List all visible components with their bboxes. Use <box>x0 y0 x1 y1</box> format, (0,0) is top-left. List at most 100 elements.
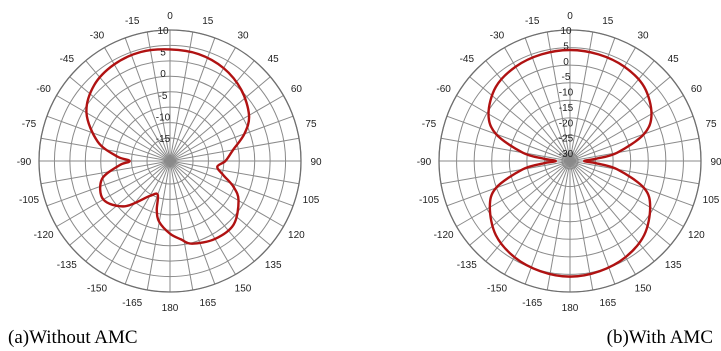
grid-spoke <box>169 160 271 246</box>
grid-spoke <box>56 95 171 162</box>
angle-tick-label: -45 <box>460 54 475 65</box>
grid-spoke <box>569 160 694 207</box>
grid-spoke <box>569 160 616 285</box>
angle-tick-label: 105 <box>303 195 320 206</box>
angle-tick-label: -60 <box>436 84 451 95</box>
grid-spoke <box>124 160 171 285</box>
angle-tick-label: -120 <box>34 230 54 241</box>
radial-tick-label: -5 <box>159 91 168 102</box>
grid-spoke <box>524 160 571 285</box>
outer-ring <box>438 29 702 293</box>
grid-spoke <box>46 115 171 162</box>
angle-tick-label: -90 <box>17 157 32 168</box>
angle-tick-label: 135 <box>665 260 682 271</box>
angle-tick-label: 150 <box>235 283 252 294</box>
grid-spoke <box>469 160 571 246</box>
angle-tick-label: 15 <box>202 16 214 27</box>
grid-spoke <box>569 76 671 162</box>
angle-tick-label: 75 <box>305 119 317 130</box>
angle-tick-label: 150 <box>635 283 652 294</box>
grid-spoke <box>569 160 594 291</box>
grid-spoke <box>146 31 171 162</box>
grid-spoke <box>569 95 684 162</box>
angle-tick-label: 30 <box>237 31 249 42</box>
grid-spoke <box>569 31 594 162</box>
grid-spoke <box>169 160 194 291</box>
angle-tick-label: -135 <box>457 260 477 271</box>
angle-tick-label: -60 <box>36 84 51 95</box>
grid-spoke <box>169 76 271 162</box>
radiation-pattern-line <box>487 48 653 278</box>
grid-spoke <box>169 47 236 162</box>
grid-spoke <box>504 160 571 275</box>
grid-spoke <box>440 137 571 162</box>
angle-tick-label: -90 <box>417 157 432 168</box>
caption-without-amc: (a)Without AMC <box>8 327 138 348</box>
radial-tick-label: -30 <box>559 149 574 160</box>
angle-tick-label: -30 <box>90 31 105 42</box>
angle-tick-label: 60 <box>291 84 303 95</box>
radial-tick-label: 5 <box>563 41 569 52</box>
angle-tick-label: 15 <box>602 16 614 27</box>
angle-tick-label: -150 <box>487 283 507 294</box>
angle-tick-label: -165 <box>522 298 542 309</box>
grid-spoke <box>469 76 571 162</box>
radial-tick-label: 5 <box>160 48 166 59</box>
grid-spoke <box>456 95 571 162</box>
grid-spoke <box>46 160 171 207</box>
angle-tick-label: 30 <box>637 31 649 42</box>
radial-tick-label: -20 <box>559 118 574 129</box>
grid-spoke <box>485 160 571 262</box>
caption-with-amc: (b)With AMC <box>607 327 713 348</box>
grid-spoke <box>456 160 571 227</box>
grid-spoke <box>569 160 700 185</box>
radial-tick-label: 0 <box>160 69 166 80</box>
angle-tick-label: 135 <box>265 260 282 271</box>
radial-labels: -30 -25 -20 -15 -10 -5 0 5 10 <box>559 26 574 160</box>
grid-spoke <box>169 60 255 162</box>
radial-tick-label: -5 <box>562 72 571 83</box>
angle-tick-label: 90 <box>710 157 721 168</box>
angle-tick-label: -15 <box>525 16 540 27</box>
grid <box>38 29 302 293</box>
polar-plot-without-amc: 0 153045607590105120135150165180-165-150-… <box>17 11 322 314</box>
radial-tick-label: 10 <box>157 26 169 37</box>
angle-tick-label: -105 <box>419 195 439 206</box>
grid <box>438 29 702 293</box>
polar-plot-with-amc: 0 153045607590105120135150165180-165-150-… <box>417 11 721 314</box>
radial-tick-label: -25 <box>559 134 574 145</box>
grid-spoke <box>85 160 171 262</box>
radial-labels: -15 -10 -5 0 5 10 <box>156 26 171 145</box>
angle-tick-label: 120 <box>288 230 305 241</box>
angle-tick-label: 165 <box>599 298 616 309</box>
angle-labels: 0 153045607590105120135150165180-165-150-… <box>17 11 322 314</box>
grid-spoke <box>440 160 571 185</box>
angle-tick-label: 0 <box>167 11 173 22</box>
radial-tick-label: -10 <box>156 112 171 123</box>
grid-spoke <box>569 137 700 162</box>
angle-tick-label: -75 <box>422 119 437 130</box>
angle-tick-label: -75 <box>22 119 37 130</box>
radial-tick-label: -15 <box>156 134 171 145</box>
grid-spoke <box>169 160 216 285</box>
grid-spoke <box>169 160 236 275</box>
radial-tick-label: -10 <box>559 88 574 99</box>
grid-spoke <box>569 60 655 162</box>
grid-spoke <box>446 115 571 162</box>
radial-tick-label: 0 <box>563 57 569 68</box>
grid-spoke <box>446 160 571 207</box>
grid-spoke <box>69 76 171 162</box>
angle-tick-label: 75 <box>705 119 717 130</box>
angle-tick-label: -135 <box>57 260 77 271</box>
angle-tick-label: 90 <box>310 157 322 168</box>
radiation-pattern-line <box>85 48 251 245</box>
grid-spoke <box>569 160 636 275</box>
grid-spoke <box>546 160 571 291</box>
angle-tick-label: 105 <box>703 195 720 206</box>
grid-spoke <box>569 160 671 246</box>
grid-spoke <box>169 160 255 262</box>
radial-tick-label: 10 <box>560 26 572 37</box>
grid-spoke <box>569 160 655 262</box>
angle-tick-label: -45 <box>60 54 75 65</box>
grid-spoke <box>546 31 571 162</box>
